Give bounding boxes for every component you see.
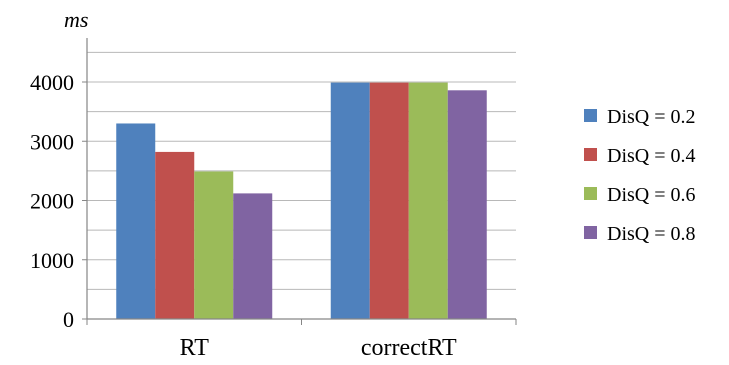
bar-RT-DisQ=0.8 (233, 193, 273, 319)
y-tick-label: 4000 (30, 70, 74, 95)
x-category-label: correctRT (361, 335, 457, 361)
legend-label: DisQ = 0.4 (607, 145, 696, 167)
x-category-labels: RT correctRT (180, 335, 457, 361)
legend-swatch (584, 226, 597, 239)
bars (116, 82, 487, 319)
y-axis-unit-label: ms (64, 7, 88, 32)
bar-correctRT-DisQ=0.8 (447, 90, 487, 319)
legend-swatch (584, 187, 597, 200)
y-tick-labels: 0 1000 2000 3000 4000 (30, 70, 74, 332)
bar-correctRT-DisQ=0.2 (330, 82, 370, 319)
bar-RT-DisQ=0.6 (194, 171, 234, 319)
y-tick-label: 0 (63, 307, 74, 332)
legend-label: DisQ = 0.6 (607, 184, 696, 206)
legend: DisQ = 0.2 DisQ = 0.4 DisQ = 0.6 DisQ = 0.8 (584, 106, 696, 245)
x-category-label: RT (180, 335, 210, 361)
y-tick-label: 2000 (30, 189, 74, 214)
legend-swatch (584, 148, 597, 161)
axes (82, 38, 517, 325)
y-tick-label: 1000 (30, 248, 74, 273)
bar-correctRT-DisQ=0.4 (369, 82, 409, 319)
bar-RT-DisQ=0.4 (155, 151, 195, 319)
y-tick-label: 3000 (30, 129, 74, 154)
legend-swatch (584, 109, 597, 122)
legend-label: DisQ = 0.8 (607, 223, 696, 245)
bar-correctRT-DisQ=0.6 (408, 82, 448, 319)
bar-RT-DisQ=0.2 (116, 123, 156, 319)
legend-label: DisQ = 0.2 (607, 106, 696, 128)
